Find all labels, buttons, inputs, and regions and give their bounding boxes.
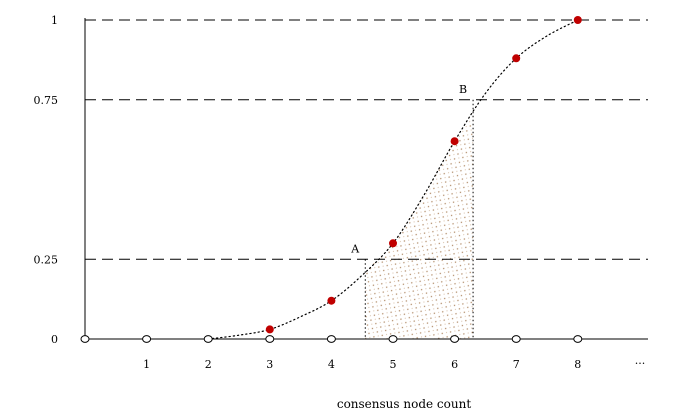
x-tick-label: 2 bbox=[205, 358, 212, 371]
axis-node-marker bbox=[511, 335, 521, 343]
x-tick-label: 6 bbox=[451, 358, 458, 371]
x-tick-label: 3 bbox=[266, 358, 273, 371]
axis-node-marker bbox=[80, 335, 90, 343]
y-tick-label: 1 bbox=[51, 14, 58, 27]
data-point bbox=[573, 16, 582, 24]
annotation-label-b: B bbox=[459, 83, 467, 96]
x-axis-ellipsis: ... bbox=[635, 354, 646, 367]
data-points-layer bbox=[80, 16, 583, 343]
x-axis-title: consensus node count bbox=[337, 397, 471, 411]
y-tick-label: 0 bbox=[51, 333, 58, 346]
x-tick-label: 1 bbox=[143, 358, 150, 371]
labels-layer: 1 2 3 4 5 6 7 8 0 0.25 0.75 1 A B bbox=[34, 14, 582, 371]
axis-node-marker bbox=[388, 335, 398, 343]
axis-node-marker bbox=[203, 335, 213, 343]
shaded-region-layer bbox=[364, 99, 474, 339]
y-tick-label: 0.25 bbox=[34, 253, 59, 266]
x-tick-label: 4 bbox=[328, 358, 335, 371]
axis-node-marker bbox=[326, 335, 336, 343]
x-tick-label: 5 bbox=[390, 358, 397, 371]
axis-node-marker bbox=[265, 335, 275, 343]
x-tick-label: 7 bbox=[513, 358, 520, 371]
axes-layer bbox=[84, 18, 648, 340]
data-point bbox=[327, 296, 336, 305]
axis-node-marker bbox=[573, 335, 583, 343]
data-point bbox=[450, 137, 459, 146]
data-point bbox=[389, 239, 397, 248]
axis-node-marker bbox=[450, 335, 460, 343]
x-tick-label: 8 bbox=[574, 358, 581, 371]
y-tick-label: 0.75 bbox=[34, 94, 59, 107]
axis-node-marker bbox=[142, 335, 152, 343]
reference-lines-layer bbox=[85, 19, 648, 260]
data-point bbox=[512, 54, 521, 63]
data-point bbox=[265, 325, 274, 334]
annotation-label-a: A bbox=[350, 242, 360, 255]
shaded-region bbox=[365, 112, 474, 339]
